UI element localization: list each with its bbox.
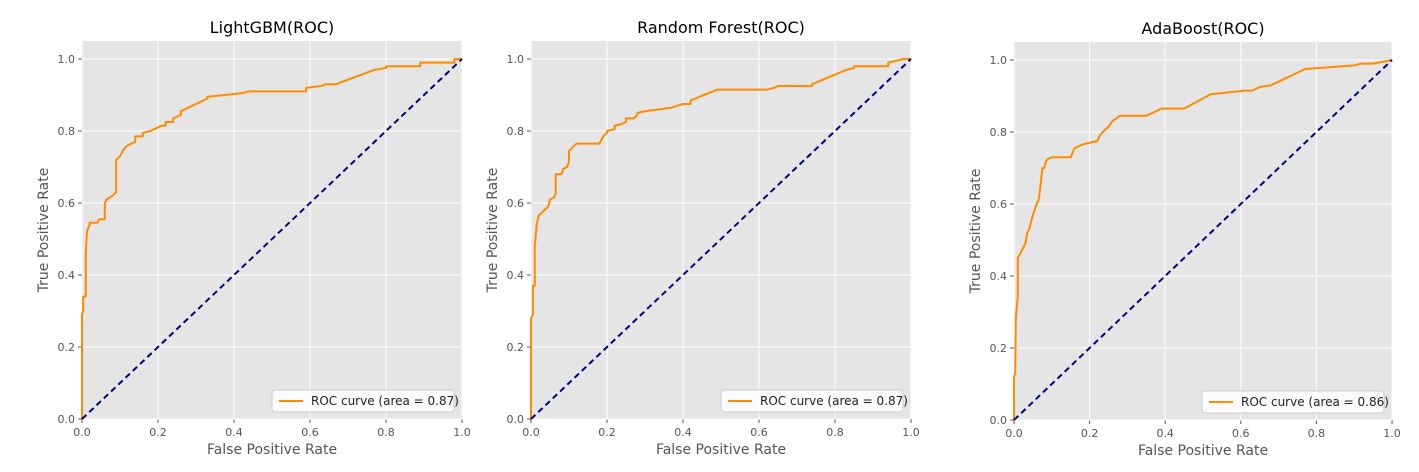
y-tick-label: 0.0 [990,414,1008,427]
y-tick-label: 0.2 [507,341,525,354]
x-tick-label: 0.4 [674,426,692,439]
legend: ROC curve (area = 0.87) [720,389,908,413]
chart-panel-1: 0.0 0.2 0.4 0.6 0.8 1.0 0.0 0.2 0.4 0.6 0.8 1.0 Ligh… [36,18,471,458]
x-axis-label: False Positive Rate [656,442,786,458]
plot-background [82,41,462,419]
x-tick-label: 0.0 [73,426,91,439]
x-axis-label: False Positive Rate [1138,443,1268,459]
legend-label: ROC curve (area = 0.87) [760,394,908,408]
x-tick-label: 0.0 [1005,427,1023,440]
chart-title: LightGBM(ROC) [210,18,334,37]
y-tick-label: 1.0 [990,54,1008,67]
roc-curve-line [81,58,462,419]
legend-label: ROC curve (area = 0.86) [1241,395,1389,409]
y-tick-label: 0.8 [58,125,76,138]
legend: ROC curve (area = 0.86) [1201,390,1389,414]
x-tick-label: 1.0 [1383,427,1401,440]
y-tick-label: 0.6 [58,197,76,210]
chart-title: AdaBoost(ROC) [1141,19,1264,38]
y-tick-label: 0.4 [58,269,76,282]
roc-curve-line [530,58,911,419]
y-tick-label: 0.0 [507,413,525,426]
plot-background [1014,42,1392,420]
y-tick-label: 0.8 [507,125,525,138]
x-tick-label: 0.4 [225,426,243,439]
roc-curve-line [1013,59,1393,420]
y-axis-label: True Positive Rate [36,168,52,294]
x-tick-label: 1.0 [453,426,471,439]
x-tick-label: 0.6 [1232,427,1250,440]
y-tick-label: 0.4 [507,269,525,282]
legend-box [1201,390,1385,414]
x-axis-label: False Positive Rate [207,442,337,458]
chart-panel-3: 0.0 0.2 0.4 0.6 0.8 1.0 0.0 0.2 0.4 0.6 0.8 1.0 AdaB… [968,19,1401,459]
x-tick-label: 0.6 [750,426,768,439]
y-tick-label: 0.8 [990,126,1008,139]
chance-line [1013,59,1393,421]
y-axis-label: True Positive Rate [968,169,984,295]
y-tick-label: 0.6 [990,198,1008,211]
x-tick-label: 0.2 [149,426,167,439]
chance-line [81,58,463,420]
x-tick-label: 1.0 [902,426,920,439]
plot-background [531,41,911,419]
chart-panel-2: 0.0 0.2 0.4 0.6 0.8 1.0 0.0 0.2 0.4 0.6 0.8 1.0 Rand… [485,18,920,458]
x-tick-label: 0.2 [598,426,616,439]
x-tick-label: 0.6 [301,426,319,439]
y-tick-label: 0.0 [58,413,76,426]
x-tick-label: 0.2 [1081,427,1099,440]
x-tick-label: 0.4 [1156,427,1174,440]
y-tick-label: 0.2 [990,342,1008,355]
legend-box [271,389,455,413]
y-axis-label: True Positive Rate [485,168,501,294]
x-tick-label: 0.8 [1308,427,1326,440]
x-tick-label: 0.8 [377,426,395,439]
y-tick-label: 1.0 [507,53,525,66]
x-tick-label: 0.8 [826,426,844,439]
legend-box [720,389,904,413]
x-tick-label: 0.0 [522,426,540,439]
chart-title: Random Forest(ROC) [637,18,805,37]
chance-line [530,58,912,420]
y-tick-label: 0.6 [507,197,525,210]
y-tick-label: 0.2 [58,341,76,354]
legend-label: ROC curve (area = 0.87) [311,394,459,408]
legend: ROC curve (area = 0.87) [271,389,459,413]
y-tick-label: 1.0 [58,53,76,66]
y-tick-label: 0.4 [990,270,1008,283]
